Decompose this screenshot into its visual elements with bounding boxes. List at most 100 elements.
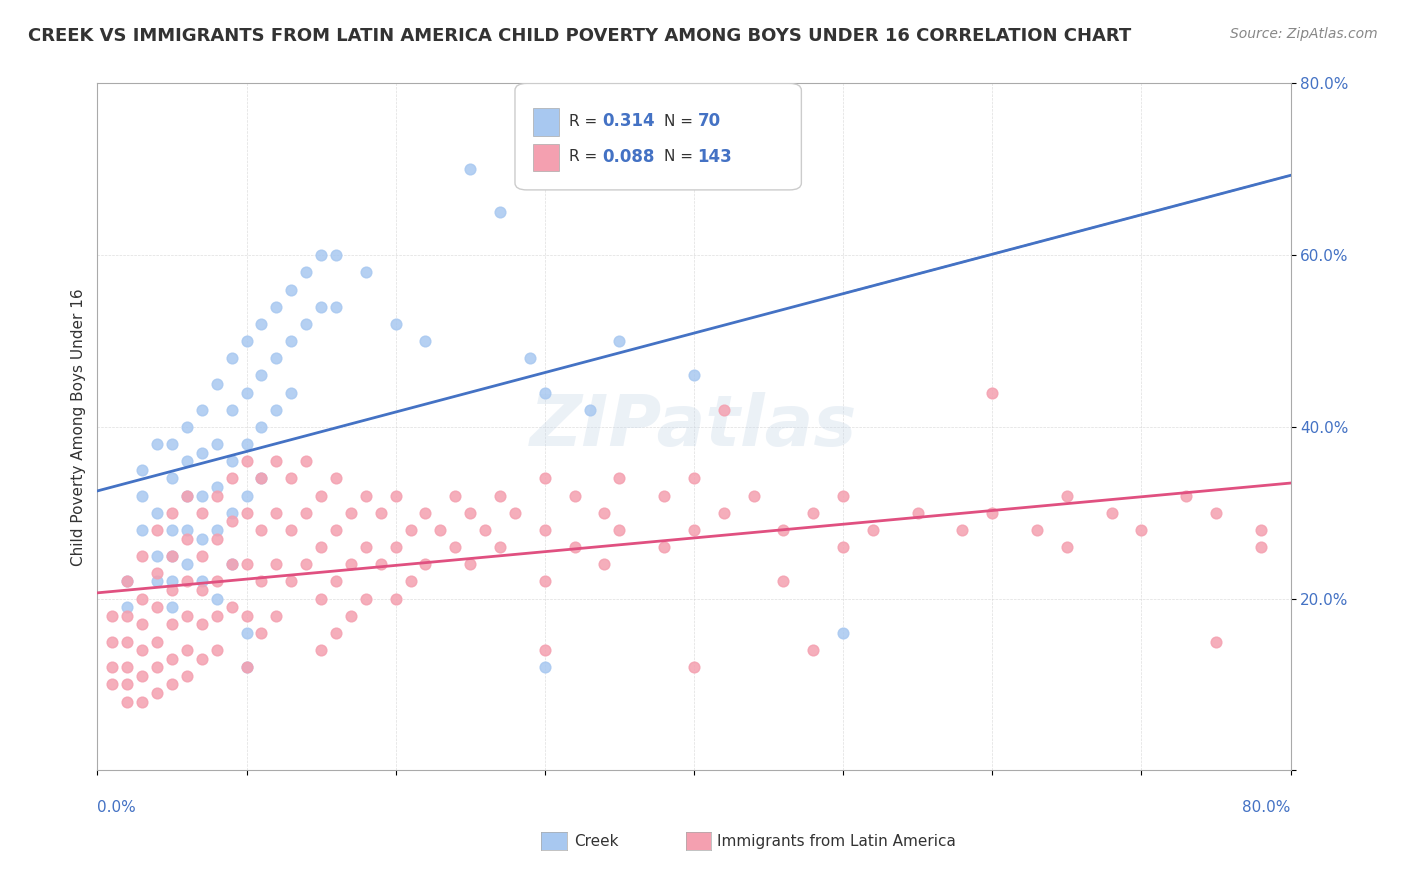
Point bbox=[952, 523, 974, 537]
Point bbox=[772, 523, 794, 537]
Point bbox=[146, 600, 169, 615]
Point bbox=[176, 643, 198, 657]
Point bbox=[131, 463, 153, 477]
Point bbox=[176, 669, 198, 683]
Point bbox=[176, 454, 198, 468]
Point bbox=[235, 454, 257, 468]
Point bbox=[533, 574, 555, 589]
Point bbox=[266, 608, 288, 623]
Point bbox=[160, 582, 183, 597]
Point bbox=[235, 489, 257, 503]
Point bbox=[131, 549, 153, 563]
Point bbox=[444, 540, 467, 554]
Point bbox=[250, 368, 273, 383]
Text: 143: 143 bbox=[697, 148, 733, 166]
Point bbox=[503, 506, 526, 520]
Point bbox=[235, 437, 257, 451]
Text: 0.314: 0.314 bbox=[602, 112, 655, 130]
Point bbox=[280, 471, 302, 485]
Point bbox=[221, 558, 243, 572]
Point bbox=[190, 574, 212, 589]
Point bbox=[309, 540, 332, 554]
Point bbox=[280, 523, 302, 537]
Point bbox=[146, 566, 169, 580]
Point bbox=[176, 532, 198, 546]
Point bbox=[384, 591, 406, 606]
Point bbox=[415, 334, 437, 348]
Point bbox=[325, 574, 347, 589]
Point bbox=[131, 695, 153, 709]
Point bbox=[205, 591, 228, 606]
Point bbox=[578, 402, 600, 417]
Point bbox=[115, 608, 138, 623]
Point bbox=[190, 402, 212, 417]
Point bbox=[235, 506, 257, 520]
Point bbox=[399, 574, 422, 589]
Point bbox=[160, 471, 183, 485]
Text: Creek: Creek bbox=[574, 834, 619, 848]
FancyBboxPatch shape bbox=[515, 84, 801, 190]
Point bbox=[160, 523, 183, 537]
Point bbox=[609, 471, 631, 485]
Point bbox=[354, 540, 377, 554]
Point bbox=[235, 626, 257, 640]
Point bbox=[250, 471, 273, 485]
Point bbox=[683, 523, 706, 537]
Point bbox=[533, 471, 555, 485]
Text: N =: N = bbox=[664, 113, 693, 128]
Point bbox=[101, 677, 124, 691]
Text: N =: N = bbox=[664, 150, 693, 164]
Point bbox=[115, 600, 138, 615]
Point bbox=[160, 437, 183, 451]
Point bbox=[131, 669, 153, 683]
Point bbox=[146, 634, 169, 648]
Point bbox=[399, 523, 422, 537]
Point bbox=[115, 574, 138, 589]
Point bbox=[176, 489, 198, 503]
Point bbox=[205, 532, 228, 546]
Point bbox=[593, 506, 616, 520]
Y-axis label: Child Poverty Among Boys Under 16: Child Poverty Among Boys Under 16 bbox=[72, 288, 86, 566]
Point bbox=[295, 265, 318, 279]
Point bbox=[266, 558, 288, 572]
Point bbox=[280, 574, 302, 589]
Point bbox=[1056, 489, 1078, 503]
Point bbox=[1130, 523, 1153, 537]
Text: 0.088: 0.088 bbox=[602, 148, 654, 166]
Point bbox=[652, 489, 675, 503]
Point bbox=[160, 549, 183, 563]
Point bbox=[325, 626, 347, 640]
Point bbox=[832, 540, 855, 554]
Point bbox=[160, 549, 183, 563]
Point bbox=[250, 471, 273, 485]
Point bbox=[190, 506, 212, 520]
Point bbox=[280, 283, 302, 297]
Point bbox=[115, 634, 138, 648]
Text: Immigrants from Latin America: Immigrants from Latin America bbox=[717, 834, 956, 848]
Point bbox=[176, 420, 198, 434]
Point bbox=[1056, 540, 1078, 554]
Text: Source: ZipAtlas.com: Source: ZipAtlas.com bbox=[1230, 27, 1378, 41]
Point bbox=[221, 506, 243, 520]
Point bbox=[384, 317, 406, 331]
Point bbox=[1250, 540, 1272, 554]
Point bbox=[235, 334, 257, 348]
Point bbox=[564, 489, 586, 503]
Point bbox=[384, 489, 406, 503]
Point bbox=[190, 549, 212, 563]
Point bbox=[221, 558, 243, 572]
Point bbox=[280, 334, 302, 348]
Point bbox=[295, 317, 318, 331]
Point bbox=[325, 248, 347, 262]
Point bbox=[266, 402, 288, 417]
Point bbox=[489, 489, 512, 503]
Point bbox=[309, 591, 332, 606]
Point bbox=[370, 558, 392, 572]
Point bbox=[489, 540, 512, 554]
Bar bbox=[533, 144, 560, 171]
Point bbox=[146, 574, 169, 589]
Point bbox=[101, 660, 124, 674]
Point bbox=[160, 600, 183, 615]
Point bbox=[235, 660, 257, 674]
Point bbox=[1101, 506, 1123, 520]
